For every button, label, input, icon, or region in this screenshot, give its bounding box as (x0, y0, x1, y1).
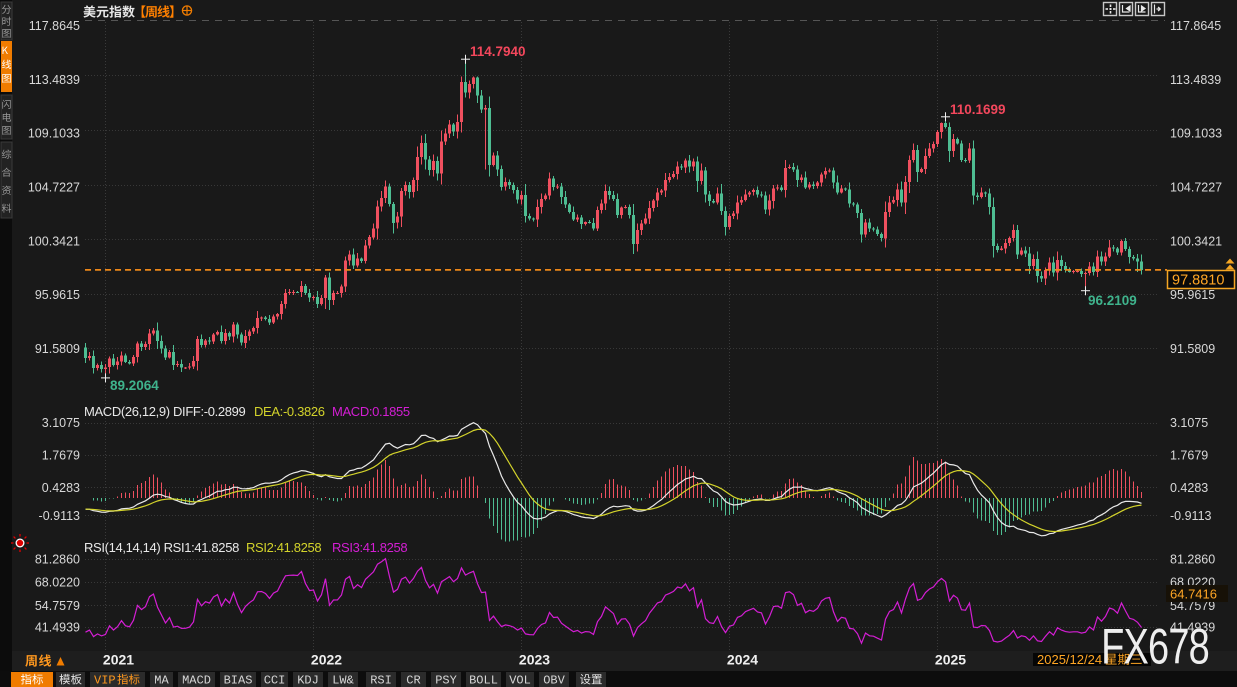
svg-text:117.8645: 117.8645 (1170, 19, 1221, 33)
svg-text:MACD(26,12,9) DIFF:-0.2899: MACD(26,12,9) DIFF:-0.2899 (84, 404, 246, 419)
svg-text:54.7579: 54.7579 (1170, 599, 1215, 613)
svg-text:LW&: LW& (332, 674, 354, 687)
svg-text:2024: 2024 (727, 652, 758, 668)
svg-text:41.4939: 41.4939 (1170, 620, 1215, 634)
svg-text:91.5809: 91.5809 (1170, 342, 1215, 356)
svg-text:BIAS: BIAS (224, 674, 253, 687)
svg-text:RSI(14,14,14) RSI1:41.8258: RSI(14,14,14) RSI1:41.8258 (84, 540, 239, 555)
svg-text:110.1699: 110.1699 (950, 102, 1006, 117)
svg-text:100.3421: 100.3421 (28, 234, 80, 248)
svg-text:100.3421: 100.3421 (1170, 234, 1222, 248)
svg-text:95.9615: 95.9615 (1170, 288, 1215, 302)
svg-text:68.0220: 68.0220 (35, 576, 80, 590)
svg-text:CCI: CCI (264, 674, 286, 687)
svg-text:91.5809: 91.5809 (35, 342, 80, 356)
svg-text:1.7679: 1.7679 (1170, 449, 1208, 463)
svg-text:OBV: OBV (543, 674, 565, 687)
svg-text:64.7416: 64.7416 (1170, 587, 1217, 602)
svg-text:81.2860: 81.2860 (35, 553, 80, 567)
svg-text:KDJ: KDJ (297, 674, 319, 687)
svg-text:2022: 2022 (311, 652, 342, 668)
svg-text:FX678: FX678 (1101, 620, 1209, 675)
svg-text:41.4939: 41.4939 (35, 620, 80, 634)
svg-text:109.1033: 109.1033 (1170, 127, 1222, 141)
svg-text:96.2109: 96.2109 (1088, 293, 1137, 308)
svg-text:0.4283: 0.4283 (42, 481, 80, 495)
svg-text:-0.9113: -0.9113 (1170, 509, 1212, 523)
svg-text:113.4839: 113.4839 (1170, 73, 1221, 87)
svg-text:VIP: VIP (94, 674, 116, 687)
svg-text:MA: MA (154, 674, 169, 687)
svg-text:104.7227: 104.7227 (1170, 181, 1222, 195)
svg-text:2025: 2025 (935, 652, 966, 668)
svg-text:1.7679: 1.7679 (42, 449, 80, 463)
svg-text:VOL: VOL (509, 674, 531, 687)
svg-text:97.8810: 97.8810 (1172, 273, 1224, 289)
svg-text:MACD: MACD (182, 674, 211, 687)
svg-text:2023: 2023 (519, 652, 550, 668)
svg-text:117.8645: 117.8645 (29, 19, 80, 33)
svg-text:109.1033: 109.1033 (28, 127, 80, 141)
svg-text:95.9615: 95.9615 (35, 288, 80, 302)
svg-text:RSI3:41.8258: RSI3:41.8258 (332, 540, 407, 555)
svg-text:2025/12/24: 2025/12/24 (1037, 652, 1102, 667)
svg-text:89.2064: 89.2064 (110, 378, 159, 393)
svg-text:CR: CR (406, 674, 420, 687)
svg-text:2021: 2021 (103, 652, 134, 668)
svg-text:-0.9113: -0.9113 (39, 509, 81, 523)
svg-text:114.7940: 114.7940 (470, 44, 526, 59)
svg-text:54.7579: 54.7579 (35, 599, 80, 613)
svg-text:0.4283: 0.4283 (1170, 481, 1208, 495)
svg-text:RSI2:41.8258: RSI2:41.8258 (246, 540, 321, 555)
svg-text:104.7227: 104.7227 (28, 181, 80, 195)
svg-text:RSI: RSI (370, 674, 392, 687)
svg-text:81.2860: 81.2860 (1170, 553, 1215, 567)
svg-text:DEA:-0.3826: DEA:-0.3826 (254, 404, 325, 419)
svg-text:MACD:0.1855: MACD:0.1855 (332, 404, 410, 419)
svg-text:113.4839: 113.4839 (29, 73, 80, 87)
svg-text:PSY: PSY (435, 674, 457, 687)
svg-text:3.1075: 3.1075 (1170, 416, 1208, 430)
svg-text:3.1075: 3.1075 (42, 416, 80, 430)
svg-text:BOLL: BOLL (469, 674, 498, 687)
